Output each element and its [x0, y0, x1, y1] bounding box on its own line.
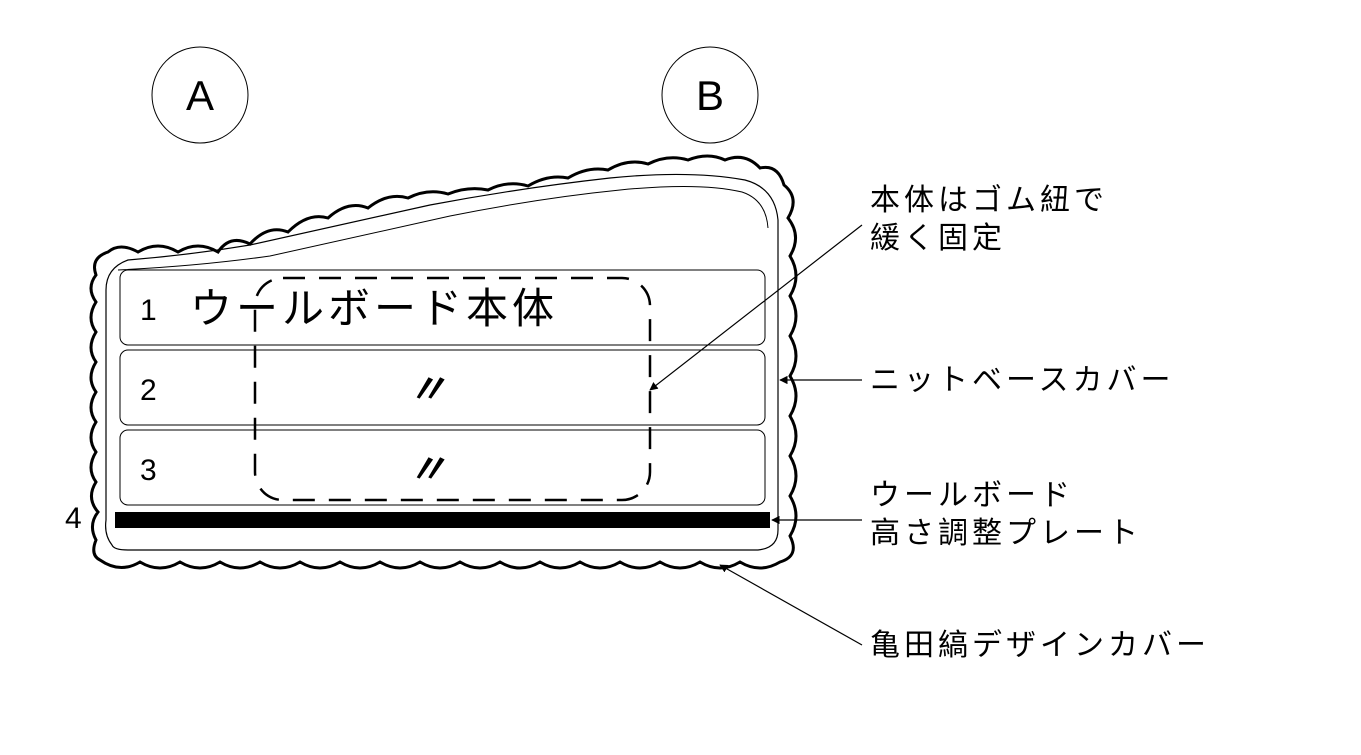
- knit-cover-outline: [106, 174, 778, 550]
- layer-1-label: ウールボード本体: [190, 285, 558, 332]
- leader-elastic: [650, 225, 862, 390]
- layer-3-ditto: 〃: [407, 448, 453, 492]
- marker-a-label: A: [186, 72, 214, 119]
- anno-elastic-l1: 本体はゴム紐で: [870, 184, 1108, 217]
- inner-top-contour: [118, 186, 768, 270]
- layer-3-num: 3: [140, 454, 157, 487]
- layer-1-num: 1: [140, 294, 157, 327]
- anno-knit: ニットベースカバー: [870, 364, 1175, 397]
- anno-elastic-l2: 緩く固定: [870, 222, 1006, 255]
- anno-plate-l1: ウールボード: [870, 479, 1074, 512]
- anno-plate-l2: 高さ調整プレート: [870, 517, 1142, 550]
- marker-b: B: [662, 47, 758, 143]
- height-plate: [115, 512, 770, 528]
- leader-design: [720, 565, 862, 645]
- layer-2-num: 2: [140, 374, 157, 407]
- layer-4-num: 4: [65, 502, 82, 535]
- marker-a: A: [152, 47, 248, 143]
- layer-2-ditto: 〃: [407, 368, 453, 412]
- marker-b-label: B: [696, 72, 724, 119]
- anno-design: 亀田縞デザインカバー: [870, 629, 1210, 662]
- diagram-root: A B 1 2 3 ウールボード本体 〃 〃 4 本体はゴム紐で 緩く固定 ニッ…: [0, 0, 1361, 755]
